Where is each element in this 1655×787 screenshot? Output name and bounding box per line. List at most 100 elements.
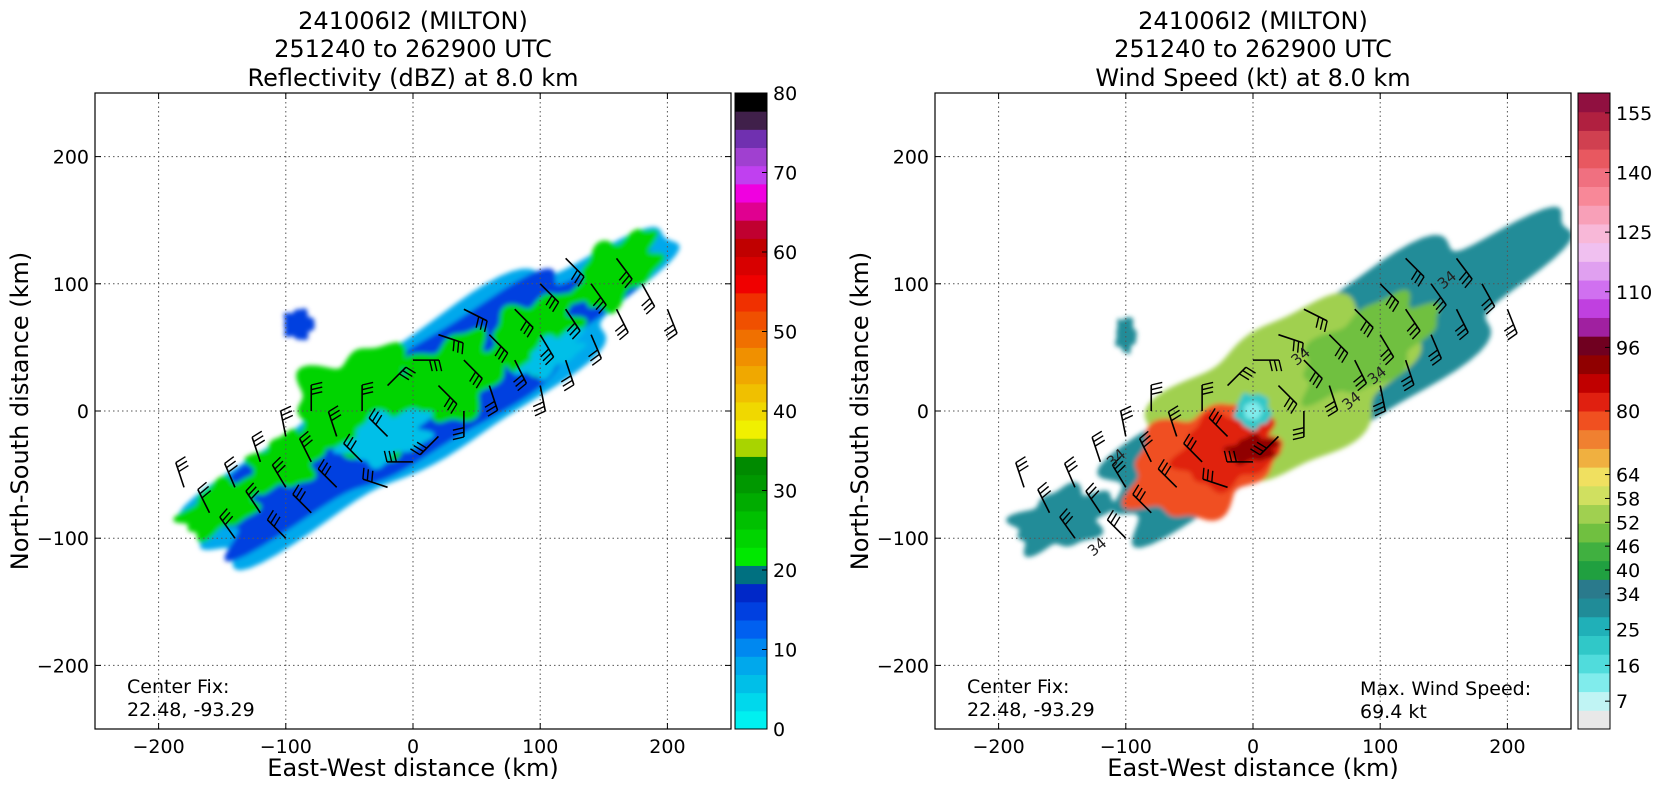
barb-feather	[1211, 411, 1220, 422]
barb-feather	[450, 403, 458, 414]
barb-feather	[1169, 409, 1180, 417]
barb-feather	[566, 322, 576, 332]
barb-feather	[1327, 409, 1338, 417]
wind-barb	[590, 283, 607, 314]
barb-feather	[1373, 405, 1385, 412]
barb-feather	[266, 509, 274, 521]
colorbar-bin	[735, 401, 767, 421]
y-tick-label: 100	[893, 274, 929, 296]
wind-barb	[1481, 283, 1496, 315]
barb-feather	[1454, 323, 1465, 332]
barb-feather	[346, 436, 354, 448]
barb-feather	[1301, 342, 1304, 355]
wind-barb	[1015, 456, 1029, 488]
barb-feather	[588, 349, 599, 358]
colorbar-bin	[1578, 654, 1610, 674]
barb-feather	[317, 458, 325, 470]
barb-feather	[361, 391, 374, 396]
barb-feather	[1242, 369, 1253, 378]
wind-barb	[1063, 456, 1078, 488]
colorbar-bin	[1578, 111, 1610, 131]
colorbar-label: 30	[773, 481, 797, 503]
colorbar-bin	[735, 202, 767, 221]
x-axis-label: East-West distance (km)	[267, 754, 558, 782]
colorbar-label: 7	[1616, 691, 1628, 713]
barb-feather	[383, 450, 388, 463]
barb-feather	[540, 348, 550, 358]
wind-barb	[1303, 308, 1328, 333]
barb-feather	[1139, 430, 1149, 440]
colorbar-bin	[1578, 467, 1610, 487]
barb-feather	[1359, 320, 1368, 331]
x-tick-label: 0	[407, 736, 419, 758]
barb-feather	[1064, 456, 1075, 464]
barb-feather	[1414, 273, 1422, 284]
wind-barb	[539, 283, 560, 313]
barb-feather	[298, 491, 307, 502]
x-tick-label: 0	[1247, 736, 1259, 758]
wind-barb	[361, 381, 374, 411]
barb-feather	[402, 369, 413, 378]
barb-feather	[1315, 378, 1323, 389]
wind-barb	[1138, 430, 1153, 463]
wind-barb	[513, 359, 528, 392]
colorbar-bin	[735, 438, 767, 457]
wind-barb	[1372, 385, 1387, 417]
wind-barb	[310, 381, 323, 411]
reflectivity-field	[173, 226, 680, 571]
wind-barb	[1353, 359, 1368, 392]
colorbar-bin	[1578, 560, 1610, 580]
wind-barb	[484, 385, 499, 417]
barb-feather	[250, 490, 260, 500]
barb-feather	[486, 405, 497, 413]
colorbar-label: 10	[773, 640, 797, 662]
barb-feather	[1292, 426, 1305, 431]
barb-feather	[292, 484, 300, 495]
barb-feather	[371, 470, 374, 483]
barb-feather	[1111, 456, 1122, 466]
barb-feather	[1201, 381, 1214, 386]
barb-feather	[1238, 373, 1250, 381]
wind-barb	[437, 384, 458, 414]
barb-feather	[224, 515, 234, 526]
wind-barb	[386, 366, 416, 387]
colorbar-bin	[735, 456, 767, 476]
wind-barb	[1404, 308, 1421, 340]
barb-feather	[1384, 356, 1395, 366]
barb-feather	[452, 426, 465, 431]
wind-barb	[565, 257, 585, 287]
y-tick-label: −200	[877, 655, 929, 677]
barb-feather	[1168, 405, 1179, 413]
barb-feather	[251, 430, 263, 438]
wind-barbs	[1015, 257, 1518, 539]
wind-barb	[1324, 385, 1339, 417]
colorbar-bin	[735, 347, 767, 367]
colorbar-bin	[1578, 261, 1610, 281]
barb-feather	[1366, 327, 1374, 338]
barb-feather	[1201, 386, 1214, 391]
reflectivity-blobs	[173, 226, 680, 571]
barb-feather	[280, 405, 292, 412]
barb-feather	[456, 341, 460, 353]
barb-feather	[1481, 297, 1491, 307]
wind-barb	[1292, 411, 1305, 441]
colorbar-bin	[1578, 93, 1610, 113]
barb-feather	[446, 400, 455, 411]
barb-feather	[574, 273, 582, 284]
barb-feather	[1402, 379, 1413, 387]
colorbar-bin	[1578, 280, 1610, 300]
barb-feather	[1292, 431, 1305, 436]
barb-feather	[1018, 464, 1029, 473]
barb-feather	[1157, 458, 1165, 470]
barb-feather	[178, 464, 189, 473]
barb-feather	[1114, 460, 1124, 470]
colorbar-label: 80	[1616, 401, 1640, 423]
barb-feather	[501, 352, 509, 364]
wind-barb	[564, 308, 581, 340]
barb-feather	[226, 460, 237, 469]
reflectivity-colorbar: 0 10 20 30 40 50 60 70 80	[734, 83, 797, 741]
barb-feather	[175, 456, 186, 464]
wind-barb	[317, 458, 338, 488]
wind-barb	[343, 433, 363, 463]
barb-feather	[1456, 327, 1467, 337]
